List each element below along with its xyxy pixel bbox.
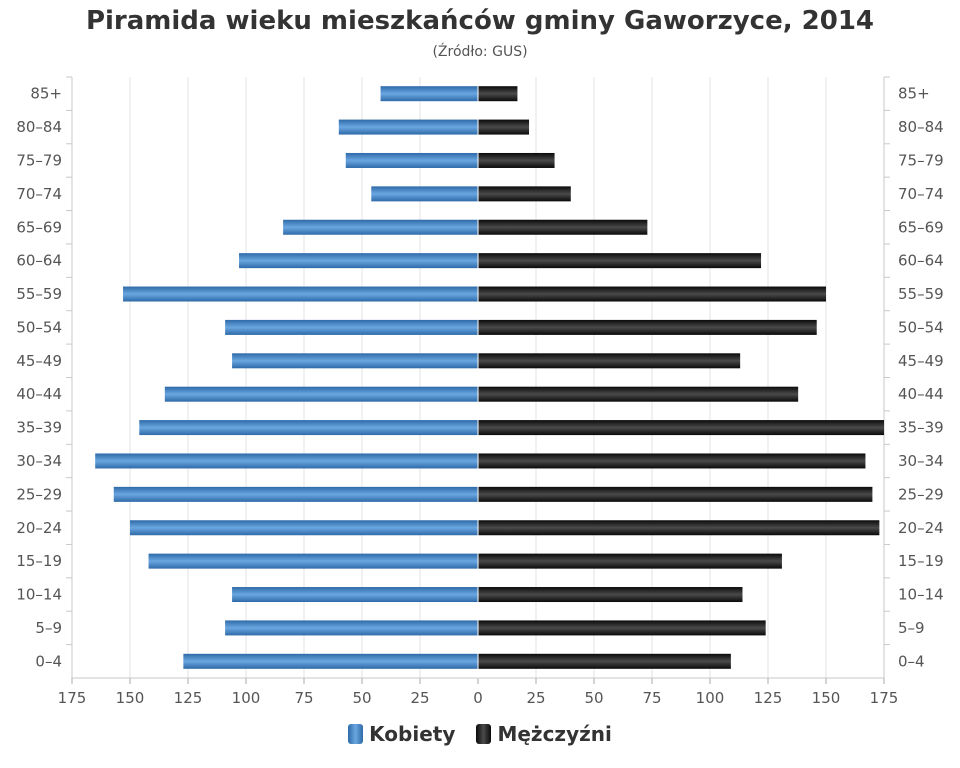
bar-kobiety-85+[interactable] bbox=[380, 86, 478, 102]
category-label-left: 50–54 bbox=[16, 318, 62, 336]
bar-kobiety-0-4[interactable] bbox=[183, 653, 479, 669]
category-label-left: 20–24 bbox=[16, 519, 62, 537]
axis-labels: 175 150 125 100 75 50 25 0 25 50 75 100 125 150 175 85+… bbox=[16, 85, 943, 707]
legend-item-mezczyzni[interactable]: Mężczyźni bbox=[476, 722, 612, 746]
bar-mezczyzni-70-74[interactable] bbox=[478, 186, 571, 202]
bar-kobiety-55-59[interactable] bbox=[123, 286, 478, 302]
bar-kobiety-5-9[interactable] bbox=[225, 620, 478, 636]
bar-kobiety-75-79[interactable] bbox=[345, 152, 478, 168]
x-tick-label: 25 bbox=[526, 689, 545, 707]
legend-label-mezczyzni: Mężczyźni bbox=[497, 722, 612, 746]
category-label-left: 25–29 bbox=[16, 485, 62, 503]
bar-mezczyzni-65-69[interactable] bbox=[478, 219, 648, 235]
bar-mezczyzni-80-84[interactable] bbox=[478, 119, 530, 135]
category-label-left: 60–64 bbox=[16, 252, 62, 270]
category-label-left: 85+ bbox=[30, 85, 62, 103]
x-tick-label: 50 bbox=[352, 689, 371, 707]
bar-mezczyzni-85+[interactable] bbox=[478, 86, 518, 102]
bar-kobiety-65-69[interactable] bbox=[283, 219, 478, 235]
category-label-right: 60–64 bbox=[898, 252, 944, 270]
x-tick-label: 175 bbox=[870, 689, 899, 707]
chart-title: Piramida wieku mieszkańców gminy Gaworzy… bbox=[85, 6, 875, 36]
category-label-right: 85+ bbox=[898, 85, 930, 103]
bar-mezczyzni-35-39[interactable] bbox=[478, 420, 884, 436]
bar-kobiety-40-44[interactable] bbox=[164, 386, 479, 402]
category-label-right: 80–84 bbox=[898, 118, 944, 136]
x-tick-label: 0 bbox=[473, 689, 483, 707]
x-tick-label: 150 bbox=[116, 689, 145, 707]
bar-kobiety-15-19[interactable] bbox=[148, 553, 478, 569]
bar-mezczyzni-60-64[interactable] bbox=[478, 253, 762, 269]
x-tick-label: 125 bbox=[174, 689, 203, 707]
category-label-right: 35–39 bbox=[898, 419, 944, 437]
category-label-left: 65–69 bbox=[16, 218, 62, 236]
category-label-right: 5–9 bbox=[898, 619, 925, 637]
bar-mezczyzni-30-34[interactable] bbox=[478, 453, 866, 469]
bar-mezczyzni-45-49[interactable] bbox=[478, 353, 741, 369]
bar-mezczyzni-25-29[interactable] bbox=[478, 486, 873, 502]
legend-label-kobiety: Kobiety bbox=[369, 722, 456, 746]
bar-mezczyzni-15-19[interactable] bbox=[478, 553, 782, 569]
x-tick-label: 75 bbox=[294, 689, 313, 707]
category-label-left: 0–4 bbox=[35, 652, 62, 670]
category-label-left: 30–34 bbox=[16, 452, 62, 470]
chart-subtitle: (Źródło: GUS) bbox=[432, 44, 528, 60]
category-label-left: 45–49 bbox=[16, 352, 62, 370]
category-label-left: 35–39 bbox=[16, 419, 62, 437]
category-label-left: 10–14 bbox=[16, 586, 62, 604]
category-label-right: 25–29 bbox=[898, 485, 944, 503]
category-label-right: 50–54 bbox=[898, 318, 944, 336]
category-label-right: 40–44 bbox=[898, 385, 944, 403]
legend-swatch-kobiety bbox=[348, 724, 364, 744]
x-tick-label: 100 bbox=[232, 689, 261, 707]
category-label-left: 15–19 bbox=[16, 552, 62, 570]
category-label-left: 75–79 bbox=[16, 151, 62, 169]
x-tick-label: 100 bbox=[696, 689, 725, 707]
legend-swatch-mezczyzni bbox=[476, 724, 492, 744]
legend-item-kobiety[interactable]: Kobiety bbox=[348, 722, 455, 746]
category-label-left: 5–9 bbox=[35, 619, 62, 637]
category-label-left: 70–74 bbox=[16, 185, 62, 203]
bar-kobiety-45-49[interactable] bbox=[232, 353, 478, 369]
x-tick-label: 50 bbox=[584, 689, 603, 707]
bar-kobiety-80-84[interactable] bbox=[338, 119, 478, 135]
bar-mezczyzni-75-79[interactable] bbox=[478, 152, 555, 168]
x-tick-label: 75 bbox=[642, 689, 661, 707]
category-label-right: 70–74 bbox=[898, 185, 944, 203]
category-label-right: 55–59 bbox=[898, 285, 944, 303]
category-label-right: 0–4 bbox=[898, 652, 925, 670]
category-label-left: 40–44 bbox=[16, 385, 62, 403]
x-tick-label: 125 bbox=[754, 689, 783, 707]
bar-kobiety-70-74[interactable] bbox=[371, 186, 478, 202]
category-label-right: 30–34 bbox=[898, 452, 944, 470]
bar-mezczyzni-10-14[interactable] bbox=[478, 587, 743, 603]
category-label-right: 45–49 bbox=[898, 352, 944, 370]
legend: Kobiety Mężczyźni bbox=[0, 722, 960, 748]
x-tick-label: 175 bbox=[58, 689, 87, 707]
category-label-left: 55–59 bbox=[16, 285, 62, 303]
bar-mezczyzni-5-9[interactable] bbox=[478, 620, 766, 636]
bars bbox=[95, 77, 884, 678]
category-label-right: 15–19 bbox=[898, 552, 944, 570]
bar-mezczyzni-20-24[interactable] bbox=[478, 520, 880, 536]
bar-kobiety-10-14[interactable] bbox=[232, 587, 478, 603]
category-label-right: 65–69 bbox=[898, 218, 944, 236]
bar-kobiety-60-64[interactable] bbox=[239, 253, 478, 269]
x-tick-label: 25 bbox=[410, 689, 429, 707]
x-tick-label: 150 bbox=[812, 689, 841, 707]
bar-kobiety-30-34[interactable] bbox=[95, 453, 478, 469]
bar-kobiety-25-29[interactable] bbox=[113, 486, 478, 502]
category-label-left: 80–84 bbox=[16, 118, 62, 136]
bar-mezczyzni-40-44[interactable] bbox=[478, 386, 799, 402]
bar-mezczyzni-50-54[interactable] bbox=[478, 319, 817, 335]
bar-kobiety-20-24[interactable] bbox=[130, 520, 478, 536]
bar-mezczyzni-0-4[interactable] bbox=[478, 653, 731, 669]
category-label-right: 75–79 bbox=[898, 151, 944, 169]
bar-kobiety-50-54[interactable] bbox=[225, 319, 478, 335]
bar-mezczyzni-55-59[interactable] bbox=[478, 286, 826, 302]
category-label-right: 10–14 bbox=[898, 586, 944, 604]
category-label-right: 20–24 bbox=[898, 519, 944, 537]
bar-kobiety-35-39[interactable] bbox=[139, 420, 478, 436]
